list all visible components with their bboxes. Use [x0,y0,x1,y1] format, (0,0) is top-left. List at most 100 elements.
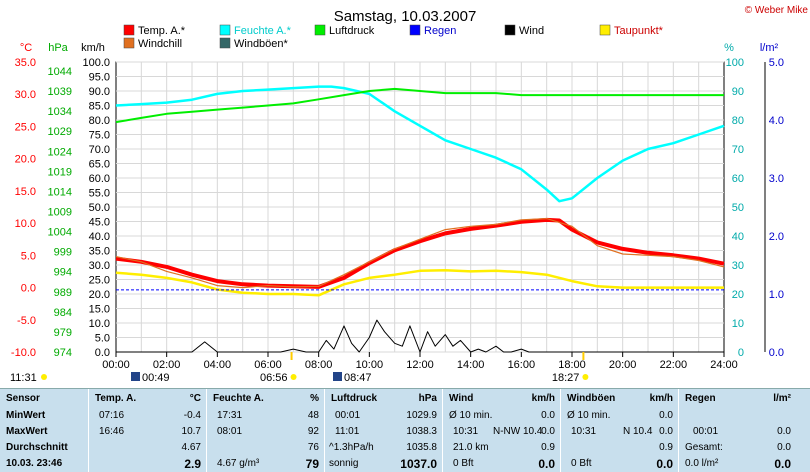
x-tick-label: 12:00 [406,359,434,371]
row-max-label: MaxWert [6,426,48,437]
rain-total-label: Gesamt: [685,442,723,453]
wind-tick-label: 5.0 [95,333,110,345]
hum-max-val: 92 [307,426,319,437]
hum-tick-label: 20 [732,289,744,301]
temp-tick-label: 0.0 [21,283,36,295]
temp-min-val: -0.4 [183,410,201,421]
press-tick-label: 974 [54,347,72,359]
rain-tick-label: 1.0 [769,289,784,301]
gust-cur-val: 0.0 [656,457,673,471]
temp-tick-label: 10.0 [15,218,36,230]
chart-title: Samstag, 10.03.2007 [334,8,477,25]
hum-tick-label: 100 [726,57,744,69]
press-tick-label: 989 [54,287,72,299]
x-tick-label: 22:00 [660,359,688,371]
wind-avg10: Ø 10 min. [449,410,493,421]
rain-cur-val: 0.0 [774,457,791,471]
rain-cur-amount: 0.0 l/m² [685,458,719,469]
wind-tick-label: 50.0 [89,202,110,214]
legend-swatch [504,24,516,36]
temp-avg-val: 4.67 [181,442,201,453]
moonset-time: 08:47 [344,372,372,384]
wind-tick-label: 85.0 [89,101,110,113]
legend-swatch [409,24,421,36]
legend-swatch [599,24,611,36]
press-cur-val: 1037.0 [400,457,437,471]
legend: Temp. A.* Feuchte A.* Luftdruck Regen Wind Ta… [123,24,664,50]
row-avg-label: Durchschnitt [6,442,68,453]
press-tick-label: 1029 [48,126,72,138]
x-tick-label: 20:00 [609,359,637,371]
current-sun-time: 11:31 [10,372,37,384]
press-forecast: sonnig [329,458,359,469]
gust-bft: 0 Bft [571,458,592,469]
hdr-hum-unit: % [310,393,319,404]
press-tick-label: 1009 [48,207,72,219]
legend-label: Wind [519,25,544,37]
legend-swatch [314,24,326,36]
hum-cur-abs: 4.67 g/m³ [217,458,260,469]
press-axis-unit: hPa [48,42,68,54]
wind-axis-unit: km/h [81,42,105,54]
wind-tick-label: 30.0 [89,260,110,272]
col-rain: Regen l/m² 00:01 0.0 Gesamt: 0.0 0.0 l/m² 0.… [678,389,797,472]
hdr-gust: Windböen [567,393,616,404]
legend-swatch [219,37,231,49]
wind-min-val: 0.0 [541,410,555,421]
row-cur-label: 10.03. 23:46 [6,458,63,469]
temp-max-val: 10.7 [181,426,201,437]
gust-max-dir: N 10.4 [623,426,653,437]
weather-chart: Samstag, 10.03.2007 © Weber Mike Temp. A… [10,5,809,384]
hum-axis-unit: % [724,42,734,54]
gust-min-val: 0.0 [659,410,673,421]
press-trend: ^1.3hPa/h [329,442,374,453]
col-wind: Wind km/h Ø 10 min. 0.0 10:31 N-NW 10.4 0.0 … [442,389,561,472]
temp-tick-label: -5.0 [17,315,36,327]
series-line [115,85,725,203]
series-line [115,87,724,124]
wind-tick-label: 25.0 [89,275,110,287]
col-hum: Feuchte A.% 17:31 48 08:01 92 76 4.67 g/m³… [206,389,325,472]
moonrise-time: 00:49 [142,372,170,384]
press-tick-label: 999 [54,247,72,259]
col-press: Luftdruck hPa 00:01 1029.9 11:01 1038.3 ^1.… [324,389,443,472]
x-tick-label: 00:00 [102,359,130,371]
rain-tick-label: 3.0 [769,173,784,185]
hdr-rain-unit: l/m² [773,393,791,404]
rain-tick-label: 5.0 [769,57,784,69]
wind-tick-label: 80.0 [89,115,110,127]
series-line [115,217,725,289]
hum-tick-label: 10 [732,318,744,330]
legend-label: Luftdruck [329,25,375,37]
press-avg-val: 1035.8 [406,442,437,453]
hum-tick-label: 60 [732,173,744,185]
press-tick-label: 994 [54,267,72,279]
col-sensor: Sensor MinWert MaxWert Durchschnitt 10.0… [0,389,88,472]
x-tick-label: 04:00 [204,359,232,371]
gust-max-val: 0.0 [659,426,673,437]
wind-tick-label: 15.0 [89,304,110,316]
hdr-temp: Temp. A. [95,393,137,404]
legend-swatch [219,24,231,36]
axes: °C hPa km/h% l/m² 35.0 30.0 25.0 20.0 15.0 10.0 5.… [11,42,784,371]
hum-tick-label: 70 [732,144,744,156]
col-temp: Temp. A. °C 07:16 -0.4 16:46 10.7 4.67 2.9 [88,389,207,472]
x-tick-label: 14:00 [457,359,485,371]
summary-table: Sensor MinWert MaxWert Durchschnitt 10.0… [0,388,810,472]
wind-tick-label: 40.0 [89,231,110,243]
wind-tick-label: 95.0 [89,72,110,84]
wind-tick-label: 65.0 [89,159,110,171]
hum-max-time: 08:01 [217,426,243,437]
press-max-val: 1038.3 [406,426,437,437]
x-tick-label: 18:00 [558,359,586,371]
legend-label: Temp. A.* [138,25,186,37]
hum-tick-label: 30 [732,260,744,272]
temp-tick-label: 20.0 [15,154,36,166]
press-tick-label: 1039 [48,86,72,98]
hum-tick-label: 90 [732,86,744,98]
temp-min-time: 07:16 [99,410,125,421]
hum-min-time: 17:31 [217,410,243,421]
press-tick-label: 1024 [48,146,72,158]
gust-avg-val: 0.9 [659,442,673,453]
press-tick-label: 979 [54,327,72,339]
